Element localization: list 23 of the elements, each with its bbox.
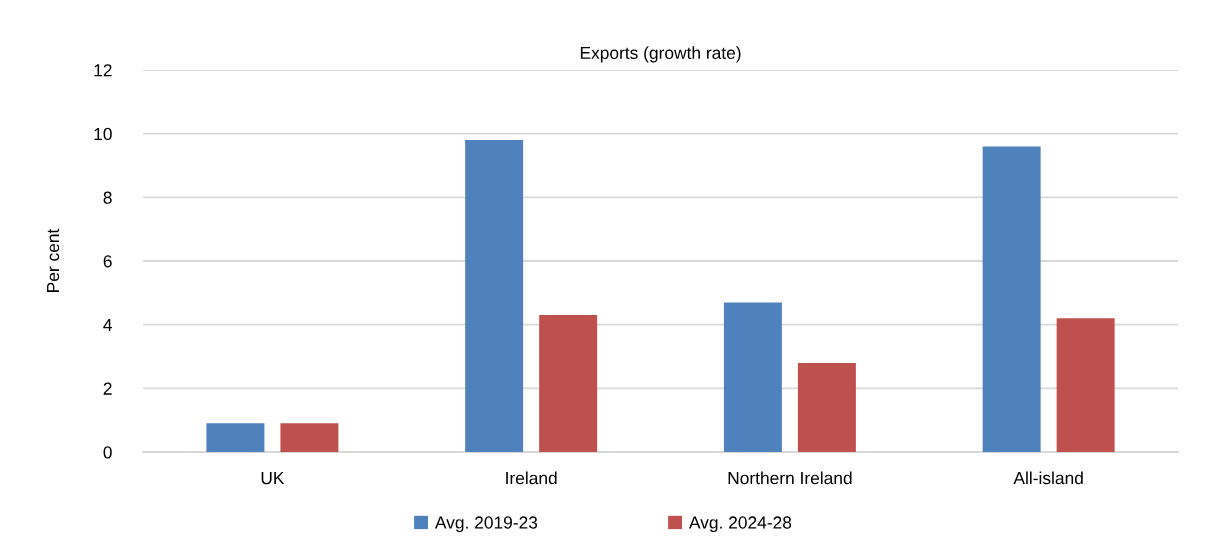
bar (465, 140, 524, 453)
y-tick-label: 4 (103, 319, 112, 331)
bar (280, 423, 339, 453)
x-tick-label: All-island (1013, 471, 1083, 485)
x-tick-label: UK (261, 472, 285, 485)
bar (982, 146, 1041, 453)
y-tick-label: 10 (94, 127, 112, 141)
bar (1056, 318, 1115, 453)
legend-label: Avg. 2019-23 (434, 516, 538, 533)
y-tick-label: 2 (103, 382, 112, 395)
y-axis-title: Per cent (47, 228, 60, 292)
y-tick-label: 0 (103, 446, 112, 459)
bar (206, 423, 265, 453)
x-tick-label: Ireland (506, 471, 557, 485)
x-tick-label: Northern Ireland (728, 471, 852, 485)
chart-title: Exports (growth rate) (580, 46, 741, 63)
bar (539, 315, 598, 453)
y-tick-label: 8 (103, 191, 112, 204)
bar (723, 302, 782, 453)
legend-label: Avg. 2024-28 (688, 516, 792, 533)
y-tick-label: 12 (94, 64, 112, 77)
bar (797, 362, 856, 453)
y-tick-label: 6 (103, 255, 112, 268)
